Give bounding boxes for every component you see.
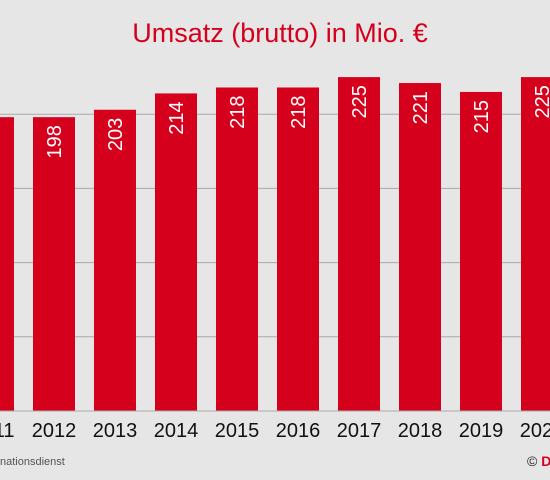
copyright-brand: D	[541, 453, 550, 469]
category-label: 2016	[276, 420, 321, 442]
category-label: 2015	[215, 420, 260, 442]
bar	[460, 91, 502, 411]
bar	[155, 93, 197, 411]
category-label: 2020	[520, 420, 550, 442]
bar	[0, 117, 14, 411]
bar-value-label: 215	[471, 100, 493, 133]
source-note: nationsdienst	[0, 456, 65, 468]
bar-value-label: 225	[532, 85, 550, 118]
category-label: 2013	[93, 420, 138, 442]
category-label: 2011	[0, 420, 15, 442]
bar-value-label: 214	[166, 101, 188, 134]
category-label: 2017	[337, 420, 382, 442]
bar	[521, 77, 550, 411]
bar	[216, 87, 258, 411]
category-label: 2014	[154, 420, 199, 442]
bar	[94, 109, 136, 412]
category-label: 2019	[459, 420, 504, 442]
bar	[277, 87, 319, 411]
category-label: 2018	[398, 420, 443, 442]
bar	[399, 83, 441, 411]
category-label: 2012	[32, 420, 77, 442]
bar	[338, 77, 380, 411]
bar-value-label: 198	[44, 125, 66, 158]
bar-value-label: 203	[105, 118, 127, 151]
copyright-note: © D	[527, 453, 550, 469]
copyright-symbol: ©	[527, 453, 538, 469]
bar-value-label: 225	[349, 85, 371, 118]
bar-value-label: 218	[288, 95, 310, 128]
chart-title: Umsatz (brutto) in Mio. €	[132, 18, 428, 48]
bar-value-label: 221	[410, 91, 432, 124]
bar-value-label: 218	[227, 95, 249, 128]
bar-value-label: 198	[0, 125, 5, 158]
bar	[33, 117, 75, 411]
